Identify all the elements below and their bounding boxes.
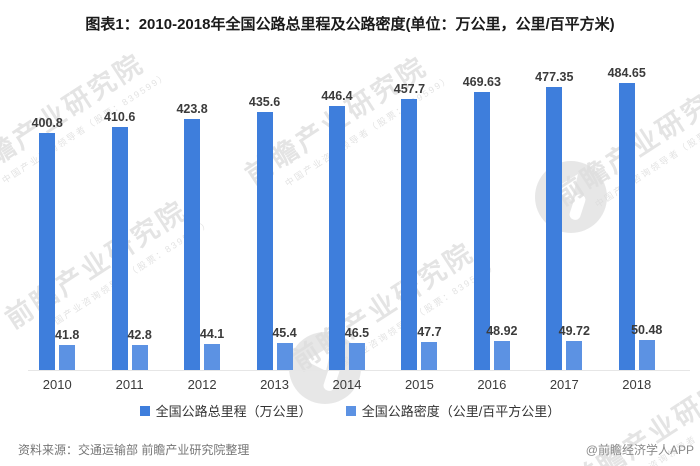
bar-group: 484.65 50.48 [601,66,673,370]
density-value-label: 48.92 [486,324,518,338]
x-axis-line [28,370,690,371]
density-bar-column: 44.1 [200,327,224,370]
total-mileage-value-label: 484.65 [607,66,646,81]
total-mileage-bar [401,99,418,370]
density-bar-column: 49.72 [559,324,590,370]
x-axis-label: 2017 [549,377,579,392]
total-mileage-bar-column: 423.8 [176,102,208,370]
legend-item-total-mileage: 全国公路总里程（万公里） [139,401,312,420]
total-mileage-bar [618,83,635,370]
total-mileage-bar [256,112,273,370]
density-bar [566,340,583,370]
x-axis-label: 2016 [477,377,507,392]
density-bar [348,342,365,370]
bar-group: 446.4 46.5 [311,89,383,370]
plot-area: 400.8 41.8 410.6 42.8 423.8 44.1 435.6 45.4 446.… [21,60,673,370]
density-bar [204,343,221,370]
total-mileage-value-label: 469.63 [462,75,501,89]
x-axis-label: 2012 [187,377,217,392]
density-bar [421,341,438,370]
density-value-label: 49.72 [558,323,590,338]
x-axis-label: 2013 [260,377,289,392]
legend-item-density: 全国公路密度（公里/百平方公里） [345,401,561,420]
bar-group: 400.8 41.8 [21,116,93,370]
density-value-label: 46.5 [344,325,370,340]
density-value-label: 47.7 [417,324,442,339]
total-mileage-bar-column: 400.8 [32,116,63,370]
total-mileage-bar [473,92,490,370]
density-value-label: 45.4 [272,326,297,341]
bar-group: 477.35 49.72 [528,70,600,370]
total-mileage-value-label: 477.35 [535,70,574,85]
total-mileage-bar-column: 457.7 [394,82,425,370]
legend-label: 全国公路密度（公里/百平方公里） [361,404,561,419]
bar-group: 435.6 45.4 [238,95,310,370]
density-bar [493,341,510,370]
chart-title: 图表1：2010-2018年全国公路总里程及公路密度(单位：万公里，公里/百平方… [85,16,615,33]
density-bar-column: 42.8 [127,328,152,370]
total-mileage-bar [111,126,128,370]
legend-label: 全国公路总里程（万公里） [155,404,312,419]
total-mileage-bar-column: 446.4 [321,89,353,370]
legend-swatch-total-mileage-icon [139,405,150,416]
x-axis-labels: 2010 2011 2012 2013 2014 2015 2016 2017 2018 [21,377,673,392]
density-bar [638,340,655,370]
density-bar-column: 47.7 [417,325,442,370]
density-bar [131,344,148,370]
x-axis-label: 2015 [404,377,434,392]
density-bar [59,345,76,370]
total-mileage-value-label: 435.6 [248,95,281,110]
bar-group: 423.8 44.1 [166,102,238,370]
density-bar-column: 41.8 [55,328,79,370]
density-bar-column: 45.4 [272,326,297,370]
total-mileage-value-label: 410.6 [104,109,136,124]
density-bar-column: 50.48 [631,323,662,370]
bar-group: 457.7 47.7 [383,82,455,370]
total-mileage-value-label: 446.4 [321,88,353,103]
density-value-label: 41.8 [55,328,80,343]
density-bar-column: 46.5 [345,326,369,370]
density-value-label: 42.8 [127,327,152,342]
x-axis-label: 2014 [332,377,362,392]
total-mileage-value-label: 423.8 [176,102,208,117]
density-value-label: 50.48 [631,323,663,338]
source-note: 资料来源：交通运输部 前瞻产业研究院整理 [18,443,250,457]
bar-group: 469.63 48.92 [456,75,528,370]
density-value-label: 44.1 [199,326,225,341]
bar-group: 410.6 42.8 [93,110,165,370]
legend: 全国公路总里程（万公里） 全国公路密度（公里/百平方公里） [0,401,700,420]
total-mileage-value-label: 400.8 [31,115,63,130]
total-mileage-bar-column: 410.6 [104,110,135,370]
total-mileage-bar [39,132,56,370]
total-mileage-value-label: 457.7 [393,82,426,96]
legend-swatch-density-icon [345,405,356,416]
x-axis-label: 2010 [42,377,72,392]
credit-note: @前瞻经济学人APP [585,443,694,457]
total-mileage-bar [184,119,201,370]
total-mileage-bar [328,105,345,370]
density-bar-column: 48.92 [486,324,517,370]
x-axis-label: 2018 [622,377,652,392]
total-mileage-bar-column: 435.6 [249,95,280,370]
density-bar [276,343,293,370]
total-mileage-bar-column: 469.63 [463,75,501,370]
total-mileage-bar-column: 484.65 [608,66,646,370]
x-axis-label: 2011 [115,377,144,392]
